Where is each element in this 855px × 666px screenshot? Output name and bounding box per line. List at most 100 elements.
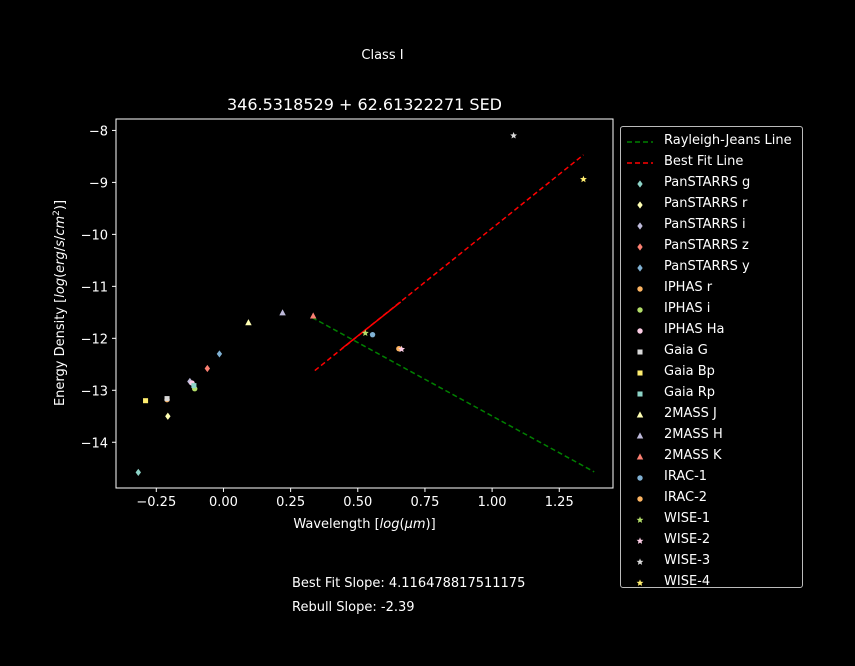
legend-label: Gaia Rp <box>664 385 716 400</box>
data-point-wise-2 <box>398 345 405 353</box>
data-point-wise-1 <box>361 329 369 337</box>
legend-entry: IPHAS i <box>621 299 802 320</box>
legend-entry: 2MASS K <box>621 446 802 467</box>
legend-entry: IPHAS Ha <box>621 320 802 341</box>
legend-label: Gaia G <box>664 343 708 358</box>
legend-label: 2MASS J <box>664 406 717 421</box>
best-fit-solid-segment <box>341 301 402 350</box>
data-point-2mass-k <box>309 312 317 319</box>
legend-entry: WISE-1 <box>621 509 802 530</box>
legend-symbol <box>637 243 643 251</box>
data-point-gaia-bp <box>143 398 149 404</box>
legend-label: IPHAS Ha <box>664 322 725 337</box>
legend-symbol <box>637 349 643 355</box>
legend-symbol <box>637 475 643 481</box>
legend: Rayleigh-Jeans Line Best Fit Line PanSTARR… <box>620 126 803 589</box>
x-tick-label: 1.25 <box>545 495 574 510</box>
legend-entry: IPHAS r <box>621 278 802 299</box>
data-point-panstarrs-z <box>204 364 211 373</box>
legend-symbol <box>637 264 643 272</box>
legend-label: IRAC-2 <box>664 490 708 505</box>
legend-symbol <box>636 411 644 418</box>
legend-label: WISE-2 <box>664 532 711 547</box>
y-tick-label: −14 <box>81 436 108 451</box>
legend-entry: PanSTARRS r <box>621 194 802 215</box>
legend-label: IPHAS i <box>664 301 711 316</box>
legend-label: PanSTARRS g <box>664 175 751 190</box>
data-point-irac-1 <box>369 331 376 338</box>
legend-symbol <box>636 558 644 565</box>
legend-entry: Gaia G <box>621 341 802 362</box>
legend-entry: PanSTARRS y <box>621 257 802 278</box>
legend-label: PanSTARRS z <box>664 238 749 253</box>
y-tick-label: −9 <box>89 176 108 191</box>
chart-title: 346.5318529 + 62.61322271 SED <box>226 95 502 114</box>
legend-symbol <box>637 496 643 502</box>
legend-entry: Gaia Rp <box>621 383 802 404</box>
legend-label: PanSTARRS i <box>664 217 746 232</box>
data-point-gaia-rp <box>191 383 197 389</box>
y-tick-label: −13 <box>81 384 108 399</box>
data-point-panstarrs-y <box>216 350 223 358</box>
legend-entry: Rayleigh-Jeans Line <box>621 131 802 152</box>
legend-entry: WISE-2 <box>621 530 802 551</box>
y-tick-label: −10 <box>81 228 108 243</box>
legend-entry: Gaia Bp <box>621 362 802 383</box>
legend-entry: IRAC-2 <box>621 488 802 509</box>
x-tick-label: 1.00 <box>478 495 507 510</box>
y-tick-label: −8 <box>89 124 108 139</box>
y-tick-label: −11 <box>81 280 108 295</box>
legend-symbol <box>627 141 653 143</box>
data-point-gaia-g <box>164 396 170 402</box>
legend-entry: PanSTARRS z <box>621 236 802 257</box>
legend-entry: WISE-3 <box>621 551 802 572</box>
legend-label: IRAC-1 <box>664 469 708 484</box>
rayleigh-jeans-line-line <box>311 316 595 473</box>
legend-label: WISE-4 <box>664 574 711 589</box>
data-point-panstarrs-r <box>165 412 171 420</box>
legend-label: WISE-1 <box>664 511 711 526</box>
legend-symbol <box>636 453 644 460</box>
x-axis-label: Wavelength [log(μm)] <box>293 517 436 532</box>
legend-symbol <box>637 391 643 397</box>
data-point-2mass-h <box>279 309 286 316</box>
x-tick-label: −0.25 <box>136 495 176 510</box>
legend-symbol <box>636 537 644 544</box>
figure-suptitle: Class I <box>361 48 404 63</box>
data-point-wise-3 <box>510 132 518 139</box>
x-tick-label: 0.00 <box>209 495 238 510</box>
legend-symbol <box>636 579 644 586</box>
legend-label: IPHAS r <box>664 280 713 295</box>
legend-symbol <box>637 222 643 230</box>
best-fit-slope-text: Best Fit Slope: 4.116478817511175 <box>292 576 526 591</box>
legend-label: WISE-3 <box>664 553 711 568</box>
legend-label: 2MASS H <box>664 427 723 442</box>
data-point-panstarrs-g <box>135 468 141 477</box>
legend-label: PanSTARRS y <box>664 259 750 274</box>
legend-label: 2MASS K <box>664 448 722 463</box>
legend-symbol <box>637 370 643 376</box>
y-tick-label: −12 <box>81 332 108 347</box>
axes-frame <box>115 118 614 489</box>
x-tick-label: 0.25 <box>276 495 305 510</box>
data-point-wise-4 <box>580 175 587 183</box>
legend-symbol <box>637 328 643 334</box>
legend-entry: PanSTARRS i <box>621 215 802 236</box>
data-point-2mass-j <box>245 319 252 326</box>
rebull-slope-text: Rebull Slope: -2.39 <box>292 600 415 615</box>
legend-entry: WISE-4 <box>621 572 802 593</box>
legend-entry: 2MASS J <box>621 404 802 425</box>
legend-symbol <box>627 162 653 164</box>
legend-label: Gaia Bp <box>664 364 715 379</box>
legend-symbol <box>637 180 643 188</box>
x-tick-label: 0.75 <box>410 495 439 510</box>
legend-label: PanSTARRS r <box>664 196 748 211</box>
legend-symbol <box>637 201 643 209</box>
legend-entry: PanSTARRS g <box>621 173 802 194</box>
legend-entry: Best Fit Line <box>621 152 802 173</box>
legend-entry: 2MASS H <box>621 425 802 446</box>
legend-symbol <box>636 432 644 439</box>
legend-label: Best Fit Line <box>664 154 744 169</box>
y-axis-label: Energy Density [log(erg/s/cm2)] <box>51 199 69 407</box>
